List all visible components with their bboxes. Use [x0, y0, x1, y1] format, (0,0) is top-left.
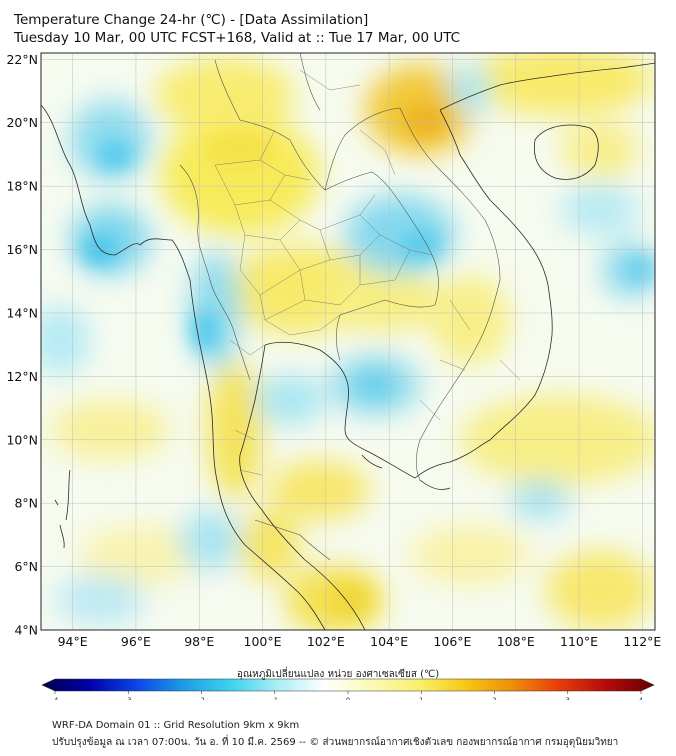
lon-tick-label: 108°E [497, 634, 535, 649]
lat-tick-label: 16°N [6, 242, 38, 257]
lon-tick-label: 106°E [433, 634, 471, 649]
colorbar-ticks: -4 -3 -2 -1 0 1 2 3 4 [52, 691, 643, 700]
lon-tick-label: 94°E [58, 634, 88, 649]
province-lines [214, 69, 521, 476]
chart-title: Temperature Change 24-hr (℃) - [Data Ass… [14, 12, 369, 28]
temperature-change-map: 22°N 20°N 18°N 16°N 14°N 12°N 10°N 8°N 6°N 4°N 94… [6, 52, 662, 700]
colorbar-tick-label: -3 [125, 696, 131, 700]
lat-tick-label: 6°N [14, 559, 38, 574]
colorbar: -4 -3 -2 -1 0 1 2 3 4 [41, 678, 655, 700]
lon-tick-label: 100°E [244, 634, 282, 649]
lon-tick-label: 104°E [370, 634, 408, 649]
lon-tick-label: 96°E [121, 634, 151, 649]
latitude-labels: 22°N 20°N 18°N 16°N 14°N 12°N 10°N 8°N 6°N 4°N [6, 52, 38, 638]
graticule [41, 53, 655, 630]
longitude-labels: 94°E 96°E 98°E 100°E 102°E 104°E 106°E 108°E 110… [58, 634, 662, 649]
footer-model-info: WRF-DA Domain 01 :: Grid Resolution 9km … [52, 720, 300, 731]
field-blobs-wide [41, 53, 655, 630]
lat-tick-label: 10°N [6, 432, 38, 447]
lat-tick-label: 4°N [14, 623, 38, 638]
plot-frame [40, 52, 656, 631]
colorbar-tick-label: 1 [419, 696, 423, 700]
colorbar-tick-label: -2 [198, 696, 204, 700]
lon-tick-label: 102°E [307, 634, 345, 649]
lat-tick-label: 20°N [6, 115, 38, 130]
footer-credit: ปรับปรุงข้อมูล ณ เวลา 07:00น. วัน อ. ที่… [52, 737, 619, 748]
colorbar-tick-label: 0 [346, 696, 350, 700]
coastlines [41, 62, 655, 630]
colorbar-tick-label: 4 [639, 696, 643, 700]
plot-area [41, 53, 655, 630]
chart-subtitle: Tuesday 10 Mar, 00 UTC FCST+168, Valid a… [14, 30, 461, 46]
borders [179, 53, 501, 561]
lat-tick-label: 12°N [6, 369, 38, 384]
colorbar-label: อุณหภูมิเปลี่ยนแปลง หน่วย องศาเซลเซียส (… [236, 669, 440, 680]
lat-tick-label: 8°N [14, 496, 38, 511]
lat-tick-label: 14°N [6, 305, 38, 320]
colorbar-tick-label: 3 [566, 696, 570, 700]
lat-tick-label: 18°N [6, 179, 38, 194]
lon-tick-label: 112°E [623, 634, 661, 649]
lat-tick-label: 22°N [6, 52, 38, 67]
colorbar-tick-label: 2 [492, 696, 496, 700]
lon-tick-label: 110°E [560, 634, 598, 649]
colorbar-tick-label: -1 [272, 696, 278, 700]
colorbar-tick-label: -4 [52, 696, 58, 700]
lon-tick-label: 98°E [184, 634, 214, 649]
field-blobs-small [82, 102, 654, 616]
